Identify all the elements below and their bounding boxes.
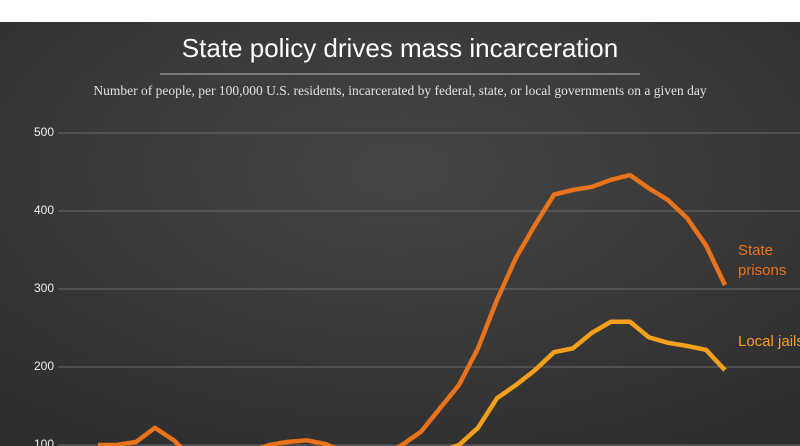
series-label: State prisons: [738, 242, 787, 280]
background: [0, 22, 800, 446]
chart-title: State policy drives mass incarceration: [182, 33, 618, 63]
y-tick-label: 100: [34, 437, 54, 446]
series-line: [448, 319, 727, 446]
y-tick-label: 200: [34, 359, 54, 373]
series-label: Local jails: [738, 333, 800, 351]
y-tick-label: 300: [34, 281, 54, 295]
y-tick-label: 400: [34, 203, 54, 217]
chart-subtitle: Number of people, per 100,000 U.S. resid…: [93, 83, 707, 98]
series-line: [98, 172, 728, 446]
y-tick-label: 500: [34, 125, 54, 139]
